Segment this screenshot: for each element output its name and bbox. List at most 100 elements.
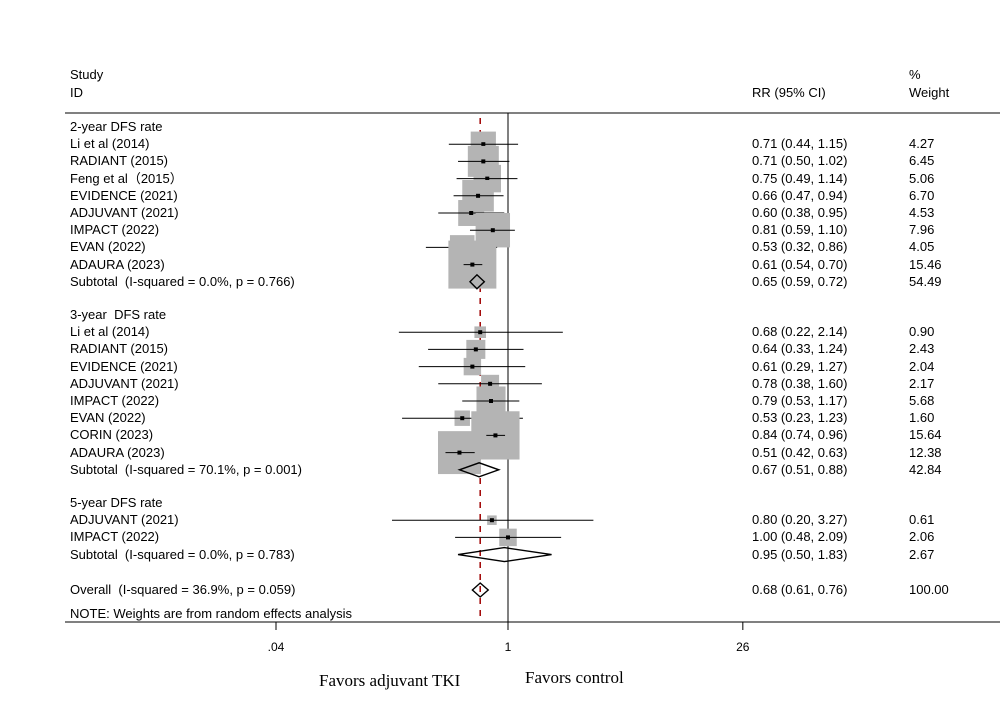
rr-ci-value: 0.75 (0.49, 1.14): [752, 170, 848, 186]
point-estimate: [473, 347, 478, 352]
study-label: EVAN (2022): [70, 239, 146, 255]
weight-value: 100.00: [909, 582, 949, 597]
weight-value: 7.96: [909, 222, 935, 238]
study-label: Li et al (2014): [70, 324, 150, 340]
point-estimate: [489, 399, 494, 403]
weight-value: 12.38: [909, 444, 942, 460]
weight-value: 4.05: [909, 239, 935, 255]
weight-value: 2.43: [909, 341, 935, 357]
x-tick-label: 26: [736, 640, 750, 654]
weight-value: 6.70: [909, 187, 935, 203]
group-title: 2-year DFS rate: [70, 119, 163, 134]
rr-ci-value: 0.68 (0.61, 0.76): [752, 582, 848, 597]
rr-ci-value: 0.95 (0.50, 1.83): [752, 546, 848, 562]
point-estimate: [478, 330, 483, 335]
header-id-label: ID: [70, 85, 83, 100]
study-label: EVIDENCE (2021): [70, 358, 178, 374]
x-tick-label: .04: [267, 640, 285, 654]
point-estimate: [460, 416, 465, 421]
study-label: ADAURA (2023): [70, 444, 165, 460]
subtotal-label: Subtotal (I-squared = 0.0%, p = 0.783): [70, 546, 295, 562]
rr-ci-value: 0.61 (0.29, 1.27): [752, 358, 848, 374]
study-label: ADJUVANT (2021): [70, 512, 179, 528]
weight-value: 6.45: [909, 153, 935, 169]
rr-ci-value: 0.67 (0.51, 0.88): [752, 461, 848, 477]
rr-ci-value: 0.79 (0.53, 1.17): [752, 393, 848, 408]
point-estimate: [488, 381, 493, 386]
weight-value: 15.46: [909, 256, 942, 272]
weight-value: 2.04: [909, 358, 935, 374]
rr-ci-value: 0.64 (0.33, 1.24): [752, 341, 848, 357]
overall-label: Overall (I-squared = 36.9%, p = 0.059): [70, 582, 296, 597]
header-rr-label: RR (95% CI): [752, 85, 826, 100]
study-label: ADJUVANT (2021): [70, 205, 179, 220]
subtotal-diamond: [468, 273, 486, 290]
weight-value: 54.49: [909, 273, 942, 289]
rr-ci-value: 0.66 (0.47, 0.94): [752, 187, 848, 203]
subtotal-diamond: [457, 462, 501, 478]
point-estimate: [489, 518, 494, 523]
overall-diamond: [471, 582, 490, 598]
point-estimate: [469, 211, 474, 215]
study-label: RADIANT (2015): [70, 153, 169, 169]
weight-value: 1.60: [909, 410, 935, 426]
weight-value: 15.64: [909, 427, 942, 443]
weight-value: 42.84: [909, 461, 942, 477]
favors-control-label: Favors control: [525, 668, 624, 687]
study-label: IMPACT (2022): [70, 393, 160, 408]
rr-ci-value: 0.80 (0.20, 3.27): [752, 512, 848, 528]
study-label: CORIN (2023): [70, 427, 154, 443]
rr-ci-value: 0.60 (0.38, 0.95): [752, 205, 848, 220]
point-estimate: [476, 193, 481, 198]
point-estimate: [490, 228, 495, 233]
rr-ci-value: 0.71 (0.50, 1.02): [752, 153, 848, 169]
rr-ci-value: 0.53 (0.23, 1.23): [752, 410, 848, 426]
rr-ci-value: 0.51 (0.42, 0.63): [752, 444, 848, 460]
weight-value: 2.17: [909, 375, 935, 391]
weight-value: 5.06: [909, 170, 935, 186]
point-estimate: [485, 176, 490, 181]
subtotal-diamond: [457, 546, 552, 563]
weight-value: 0.90: [909, 324, 935, 340]
header-weight-label: Weight: [909, 85, 950, 100]
rr-ci-value: 1.00 (0.48, 2.09): [752, 529, 848, 545]
study-label: ADJUVANT (2021): [70, 375, 179, 391]
weights-note: NOTE: Weights are from random effects an…: [70, 606, 353, 621]
group-title: 5-year DFS rate: [70, 495, 163, 510]
rr-ci-value: 0.71 (0.44, 1.15): [752, 136, 848, 152]
study-label: ADAURA (2023): [70, 256, 165, 272]
rr-ci-value: 0.68 (0.22, 2.14): [752, 324, 848, 340]
header-weight-percent: %: [909, 67, 921, 82]
point-estimate: [457, 450, 462, 455]
study-label: IMPACT (2022): [70, 222, 160, 238]
point-estimate: [493, 433, 498, 438]
weight-value: 4.53: [909, 205, 935, 220]
subtotal-label: Subtotal (I-squared = 0.0%, p = 0.766): [70, 273, 295, 289]
rr-ci-value: 0.53 (0.32, 0.86): [752, 239, 848, 255]
study-label: EVIDENCE (2021): [70, 187, 178, 203]
weight-value: 5.68: [909, 393, 935, 408]
header-study-label: Study: [70, 67, 104, 82]
study-label: IMPACT (2022): [70, 529, 160, 545]
weight-value: 2.67: [909, 546, 935, 562]
point-estimate: [470, 364, 475, 369]
point-estimate: [481, 142, 486, 147]
point-estimate: [481, 159, 486, 164]
group-title: 3-year DFS rate: [70, 307, 167, 322]
study-label: Li et al (2014): [70, 136, 150, 152]
favors-adjuvant-label: Favors adjuvant TKI: [319, 671, 461, 690]
weight-value: 4.27: [909, 136, 935, 152]
x-tick-label: 1: [504, 640, 512, 654]
rr-ci-value: 0.84 (0.74, 0.96): [752, 427, 848, 443]
rr-ci-value: 0.81 (0.59, 1.10): [752, 222, 848, 238]
rr-ci-value: 0.78 (0.38, 1.60): [752, 375, 848, 391]
point-estimate: [506, 535, 510, 540]
subtotal-label: Subtotal (I-squared = 70.1%, p = 0.001): [70, 461, 302, 477]
rr-ci-value: 0.61 (0.54, 0.70): [752, 256, 848, 272]
point-estimate: [470, 262, 475, 267]
study-label: EVAN (2022): [70, 410, 146, 426]
study-label: Feng et al（2015）: [70, 170, 183, 186]
weight-value: 2.06: [909, 529, 935, 545]
rr-ci-value: 0.65 (0.59, 0.72): [752, 273, 848, 289]
